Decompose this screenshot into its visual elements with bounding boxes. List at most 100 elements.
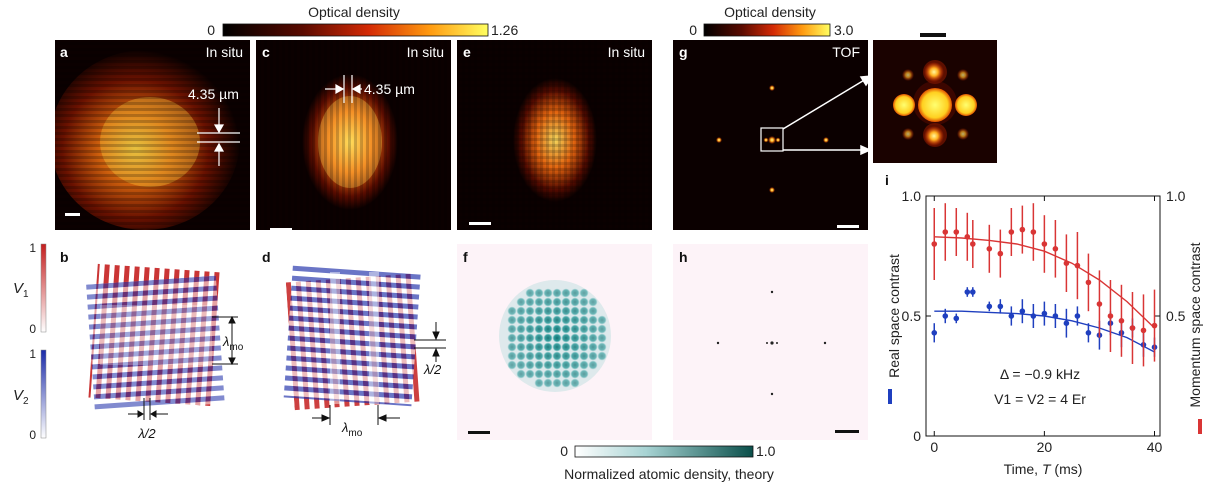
panel-f-lattice-site [516,333,526,343]
data-point [1074,313,1081,319]
panel-f-lattice-site [570,378,580,388]
colorbar-2-min: 0 [689,22,697,38]
y-axis-label-right: Momentum space contrast [1187,242,1203,407]
panel-f-lattice-site [552,369,562,379]
panel-f-lattice-site [525,315,535,325]
panel-d: d λ/2 λmo [262,249,446,439]
data-point [1008,229,1015,235]
panel-f-lattice-site [534,342,544,352]
panel-a-spacing-marker [197,108,240,166]
panel-a [55,40,250,230]
data-point [931,241,938,247]
panel-f-lattice-site [570,315,580,325]
panel-f-lattice-site [507,315,517,325]
colorbar-v2-min: 0 [29,428,36,442]
panel-f-lattice-site [507,360,517,370]
data-point [1008,313,1015,319]
panel-f-lattice-site [507,333,517,343]
x-tick-label: 0 [930,439,938,455]
panel-f-lattice-site [579,351,589,361]
panel-f-lattice-site [588,351,598,361]
y-tick-label-left: 0 [913,428,921,444]
data-point [1085,330,1092,336]
panel-f-lattice-site [561,369,571,379]
y-tick-label-left: 0.5 [902,308,922,324]
panel-f-lattice-site [543,378,553,388]
data-point [1063,320,1070,327]
colorbar-optical-density-2: Optical density 0 3.0 [689,4,853,38]
data-point [970,241,976,247]
panel-f-lattice-site [579,288,589,298]
data-point [1118,318,1125,324]
x-tick-label: 40 [1147,439,1163,455]
real-space-legend-marker [888,389,892,404]
panel-f-lattice-site [561,351,571,361]
panel-f-lattice-site [534,351,544,361]
panel-a-scale-bar [65,213,80,216]
panel-f-lattice-site [579,360,589,370]
panel-f-lattice-site [588,315,598,325]
data-point [1030,229,1037,235]
data-point [986,303,993,310]
colorbar-2-max: 3.0 [834,22,854,38]
y-tick-label-left: 1.0 [902,188,922,204]
panel-f-lattice-site [516,369,526,379]
panel-f-lattice-site [579,333,589,343]
data-point [1019,308,1026,315]
panel-i-chart: i 0 20 40 0 0.5 1.0 0.5 1.0 Time, T (ms) Real spa… [885,172,1203,477]
panel-a-tag: In situ [206,44,243,60]
panel-f-lattice-site [525,297,535,307]
panel-e [457,40,652,230]
panel-f-lattice-site [570,342,580,352]
x-axis-label: Time, T (ms) [1004,461,1083,477]
data-point [1041,310,1048,317]
data-point [953,229,960,235]
panel-f-lattice-site [579,324,589,334]
panel-f-lattice-site [516,360,526,370]
panel-h-letter: h [679,249,688,265]
panel-f-lattice-site [543,315,553,325]
panel-c-spacing-marker [325,75,362,103]
panel-f-lattice-site [516,351,526,361]
panel-h: h [673,244,868,440]
panel-d-letter: d [262,249,271,265]
panel-f-lattice-site [570,306,580,316]
data-point [997,250,1004,257]
panel-f-lattice-site [543,369,553,379]
panel-b: b λmo λ/2 [60,249,244,441]
panel-f-lattice-site [543,333,553,343]
panel-f-lattice-site [516,324,526,334]
panel-f-lattice-site [552,288,562,298]
panel-f-lattice-site [534,306,544,316]
panel-b-lambda-half: λ/2 [137,426,156,441]
colorbar-1-min: 0 [207,22,215,38]
panel-f-lattice-site [534,288,544,298]
colorbar-v2-max: 1 [29,347,36,361]
panel-f-lattice-site [561,288,571,298]
panel-g-zoom-inset [873,40,997,163]
panel-f-lattice-site [525,324,535,334]
panel-f-lattice-site [552,297,562,307]
panel-f-lattice-site [543,342,553,352]
panel-f-lattice-site [543,351,553,361]
panel-f-lattice-site [579,342,589,352]
panel-a-letter: a [60,44,68,60]
panel-f-lattice-site [552,306,562,316]
panel-f-lattice-site [588,324,598,334]
colorbar-1-max: 1.26 [491,22,518,38]
panel-f-lattice-site [516,297,526,307]
panel-f-lattice-site [561,315,571,325]
panel-c-letter: c [262,44,270,60]
panel-g [673,40,868,230]
panel-f-lattice-site [597,333,607,343]
data-point [997,303,1004,310]
panel-i-letter: i [885,172,889,188]
colorbar-v1-label: V1 [13,280,29,300]
panel-h-scale-bar [835,430,859,433]
panel-f-lattice-site [579,369,589,379]
panel-e-letter: e [463,44,471,60]
panel-f-lattice-site [525,333,535,343]
panel-f-lattice-site [507,306,517,316]
zoom-scale-bar [920,33,946,37]
